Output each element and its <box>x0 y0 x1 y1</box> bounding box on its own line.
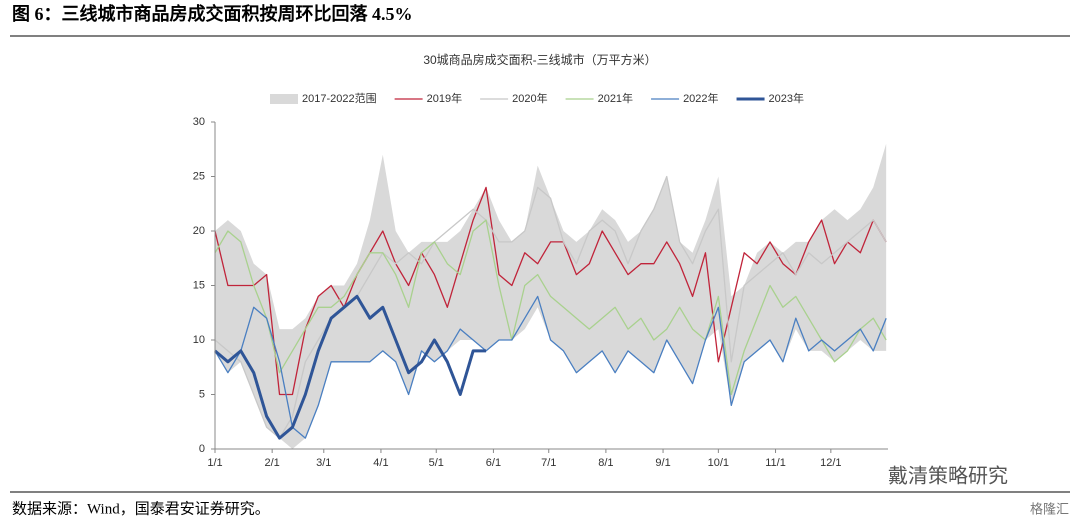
y-tick-label: 20 <box>193 225 205 237</box>
series-line <box>214 186 887 396</box>
x-tick-label: 5/1 <box>429 457 444 469</box>
series-line <box>214 295 887 439</box>
y-tick-label: 5 <box>199 388 205 400</box>
legend-label: 2023年 <box>769 91 804 105</box>
x-tick-label: 4/1 <box>373 457 388 469</box>
series-line <box>214 219 887 396</box>
figure-title: 图 6：三线城市商品房成交面积按周环比回落 4.5% <box>12 3 413 24</box>
legend-swatch <box>270 94 298 104</box>
x-tick-label: 8/1 <box>598 457 613 469</box>
legend-label: 2022年 <box>683 91 718 105</box>
x-tick-label: 12/1 <box>820 457 841 469</box>
x-tick-label: 6/1 <box>486 457 501 469</box>
legend-label: 2019年 <box>427 91 462 105</box>
x-tick-label: 9/1 <box>655 457 670 469</box>
watermark: 戴清策略研究 <box>888 464 1008 487</box>
y-tick-label: 30 <box>193 116 205 128</box>
legend-label: 2021年 <box>598 91 633 105</box>
y-tick-label: 10 <box>193 334 205 346</box>
x-tick-label: 3/1 <box>316 457 331 469</box>
logo: 格隆汇 <box>1030 501 1069 516</box>
x-tick-label: 1/1 <box>207 457 222 469</box>
x-tick-label: 10/1 <box>708 457 729 469</box>
y-tick-label: 25 <box>193 170 205 182</box>
x-tick-label: 2/1 <box>265 457 280 469</box>
chart-title: 30城商品房成交面积-三线城市（万平方米） <box>423 52 656 67</box>
legend-label: 2020年 <box>512 91 547 105</box>
series-line <box>214 294 487 440</box>
x-tick-label: 11/1 <box>765 457 786 469</box>
y-tick-label: 0 <box>199 443 205 455</box>
source-note: 数据来源：Wind，国泰君安证券研究。 <box>12 500 270 517</box>
x-tick-label: 7/1 <box>541 457 556 469</box>
y-tick-label: 15 <box>193 279 205 291</box>
legend-label: 2017-2022范围 <box>302 91 377 105</box>
